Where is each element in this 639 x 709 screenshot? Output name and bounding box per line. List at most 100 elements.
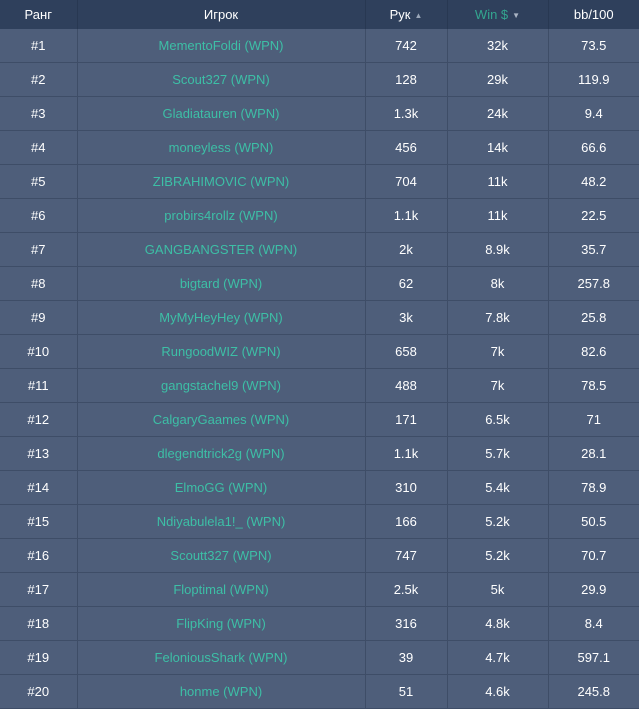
rank-cell: #19 <box>0 640 78 675</box>
player-link[interactable]: FeloniousShark (WPN) <box>154 650 288 665</box>
player-link[interactable]: Scout327 (WPN) <box>172 72 270 87</box>
table-row: #12 CalgaryGaames (WPN) 171 6.5k 71 <box>0 402 639 437</box>
hands-cell: 316 <box>365 606 448 641</box>
hands-cell: 2k <box>365 232 448 267</box>
rank-cell: #10 <box>0 334 78 369</box>
bb100-cell: 78.5 <box>548 368 639 403</box>
bb100-cell: 25.8 <box>548 300 639 335</box>
bb100-cell: 35.7 <box>548 232 639 267</box>
bb100-cell: 70.7 <box>548 538 639 573</box>
rank-cell: #13 <box>0 436 78 471</box>
col-hands-sort[interactable]: Рук ▲ <box>365 0 448 29</box>
bb100-cell: 73.5 <box>548 29 639 63</box>
player-cell: MyMyHeyHey (WPN) <box>77 300 366 335</box>
player-link[interactable]: Ndiyabulela1!_ (WPN) <box>156 514 286 529</box>
win-cell: 5.2k <box>447 538 549 573</box>
win-cell: 5.4k <box>447 470 549 505</box>
bb100-cell: 50.5 <box>548 504 639 539</box>
table-row: #20 honme (WPN) 51 4.6k 245.8 <box>0 674 639 709</box>
win-cell: 8k <box>447 266 549 301</box>
table-row: #19 FeloniousShark (WPN) 39 4.7k 597.1 <box>0 640 639 675</box>
table-row: #11 gangstachel9 (WPN) 488 7k 78.5 <box>0 368 639 403</box>
rank-cell: #2 <box>0 62 78 97</box>
rank-cell: #4 <box>0 130 78 165</box>
player-cell: Gladiatauren (WPN) <box>77 96 366 131</box>
rank-cell: #11 <box>0 368 78 403</box>
table-row: #18 FlipKing (WPN) 316 4.8k 8.4 <box>0 606 639 641</box>
win-cell: 7.8k <box>447 300 549 335</box>
rank-cell: #3 <box>0 96 78 131</box>
player-link[interactable]: MementoFoldi (WPN) <box>158 38 284 53</box>
player-link[interactable]: Gladiatauren (WPN) <box>162 106 280 121</box>
hands-cell: 2.5k <box>365 572 448 607</box>
player-link[interactable]: CalgaryGaames (WPN) <box>152 412 290 427</box>
player-link[interactable]: ElmoGG (WPN) <box>174 480 268 495</box>
rank-cell: #20 <box>0 674 78 709</box>
table-row: #10 RungoodWIZ (WPN) 658 7k 82.6 <box>0 334 639 369</box>
player-link[interactable]: dlegendtrick2g (WPN) <box>157 446 285 461</box>
player-cell: probirs4rollz (WPN) <box>77 198 366 233</box>
rank-cell: #12 <box>0 402 78 437</box>
player-cell: ZIBRAHIMOVIC (WPN) <box>77 164 366 199</box>
win-cell: 11k <box>447 164 549 199</box>
col-win-sort[interactable]: Win $ ▼ <box>447 0 549 29</box>
bb100-cell: 71 <box>548 402 639 437</box>
player-link[interactable]: RungoodWIZ (WPN) <box>161 344 281 359</box>
hands-cell: 62 <box>365 266 448 301</box>
table-row: #5 ZIBRAHIMOVIC (WPN) 704 11k 48.2 <box>0 164 639 199</box>
bb100-cell: 257.8 <box>548 266 639 301</box>
player-cell: Floptimal (WPN) <box>77 572 366 607</box>
player-cell: ElmoGG (WPN) <box>77 470 366 505</box>
win-cell: 6.5k <box>447 402 549 437</box>
col-win-label: Win $ <box>474 7 509 22</box>
bb100-cell: 8.4 <box>548 606 639 641</box>
win-cell: 14k <box>447 130 549 165</box>
header-row: Ранг Игрок Рук ▲ Win $ ▼ bb/100 <box>0 0 639 29</box>
table-row: #1 MementoFoldi (WPN) 742 32k 73.5 <box>0 29 639 63</box>
player-cell: FeloniousShark (WPN) <box>77 640 366 675</box>
player-link[interactable]: Scoutt327 (WPN) <box>170 548 272 563</box>
bb100-cell: 78.9 <box>548 470 639 505</box>
player-cell: Ndiyabulela1!_ (WPN) <box>77 504 366 539</box>
player-cell: MementoFoldi (WPN) <box>77 29 366 63</box>
rank-cell: #9 <box>0 300 78 335</box>
table-row: #9 MyMyHeyHey (WPN) 3k 7.8k 25.8 <box>0 300 639 335</box>
hands-cell: 166 <box>365 504 448 539</box>
win-cell: 4.6k <box>447 674 549 709</box>
rank-cell: #14 <box>0 470 78 505</box>
player-link[interactable]: MyMyHeyHey (WPN) <box>159 310 283 325</box>
player-link[interactable]: FlipKing (WPN) <box>176 616 266 631</box>
player-link[interactable]: gangstachel9 (WPN) <box>161 378 281 393</box>
hands-cell: 3k <box>365 300 448 335</box>
player-link[interactable]: probirs4rollz (WPN) <box>164 208 278 223</box>
hands-cell: 51 <box>365 674 448 709</box>
bb100-cell: 28.1 <box>548 436 639 471</box>
table-row: #15 Ndiyabulela1!_ (WPN) 166 5.2k 50.5 <box>0 504 639 539</box>
player-cell: Scoutt327 (WPN) <box>77 538 366 573</box>
hands-cell: 1.3k <box>365 96 448 131</box>
table-row: #14 ElmoGG (WPN) 310 5.4k 78.9 <box>0 470 639 505</box>
player-link[interactable]: GANGBANGSTER (WPN) <box>144 242 298 257</box>
hands-cell: 704 <box>365 164 448 199</box>
table-row: #4 moneyless (WPN) 456 14k 66.6 <box>0 130 639 165</box>
rank-cell: #18 <box>0 606 78 641</box>
hands-cell: 1.1k <box>365 436 448 471</box>
player-cell: GANGBANGSTER (WPN) <box>77 232 366 267</box>
rank-cell: #16 <box>0 538 78 573</box>
rank-cell: #1 <box>0 29 78 63</box>
player-link[interactable]: ZIBRAHIMOVIC (WPN) <box>152 174 290 189</box>
player-link[interactable]: moneyless (WPN) <box>168 140 274 155</box>
bb100-cell: 22.5 <box>548 198 639 233</box>
win-cell: 7k <box>447 334 549 369</box>
player-link[interactable]: bigtard (WPN) <box>179 276 263 291</box>
bb100-cell: 66.6 <box>548 130 639 165</box>
player-link[interactable]: Floptimal (WPN) <box>173 582 269 597</box>
col-hands-label: Рук <box>389 7 411 22</box>
bb100-cell: 82.6 <box>548 334 639 369</box>
table-row: #6 probirs4rollz (WPN) 1.1k 11k 22.5 <box>0 198 639 233</box>
rank-cell: #17 <box>0 572 78 607</box>
win-cell: 11k <box>447 198 549 233</box>
player-link[interactable]: honme (WPN) <box>179 684 263 699</box>
hands-cell: 310 <box>365 470 448 505</box>
